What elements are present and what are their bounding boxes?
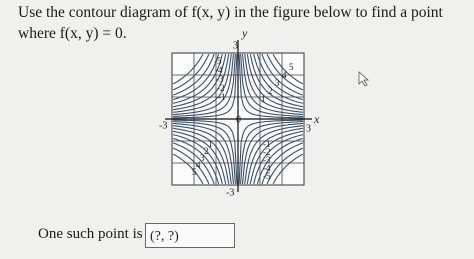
contour-label: -4 — [263, 163, 271, 173]
contour-label: 1 — [208, 139, 213, 149]
contour-line — [253, 53, 304, 104]
contour-line — [246, 54, 303, 111]
tick-label: -3 — [226, 187, 234, 198]
contour-line — [241, 54, 303, 116]
answer-input[interactable]: (?, ?) — [145, 223, 235, 248]
tick-label: 3 — [233, 40, 238, 51]
contour-line — [172, 53, 220, 101]
contour-line — [173, 122, 235, 184]
contour-label: 5 — [289, 62, 294, 72]
contour-label: -5 — [263, 171, 271, 181]
contour-label: 1 — [261, 94, 266, 104]
tick-label: 3 — [306, 123, 311, 134]
contour-line — [266, 53, 304, 91]
contour-line — [241, 122, 303, 184]
contour-label: -5 — [214, 56, 222, 66]
contour-label: 5 — [192, 167, 197, 177]
contour-label: 4 — [282, 70, 287, 80]
contour-line — [244, 125, 303, 184]
contour-label: -1 — [218, 92, 226, 102]
contour-line — [172, 137, 220, 185]
contour-line — [172, 142, 215, 185]
contour-label: 3 — [275, 78, 280, 88]
contour-line — [256, 137, 304, 185]
contour-line — [173, 54, 235, 116]
contour-line — [249, 130, 303, 185]
contour-line — [173, 54, 236, 117]
question-line: Use the contour diagram of f(x, y) in th… — [18, 4, 443, 21]
contour-line — [272, 53, 304, 85]
contour-label: 3 — [200, 153, 205, 163]
contour-line — [173, 53, 227, 108]
contour-line — [238, 54, 303, 119]
contour-label: 2 — [268, 86, 273, 96]
contour-line — [173, 125, 232, 184]
contour-label: -3 — [216, 74, 224, 84]
contour-line — [240, 54, 303, 117]
contour-line — [238, 119, 303, 184]
contour-label: -1 — [263, 139, 271, 149]
axis-label: x — [313, 112, 320, 126]
contour-line — [261, 142, 304, 185]
question-line: where f(x, y) = 0. — [18, 25, 127, 42]
contour-label: -2 — [263, 147, 271, 157]
contour-line — [266, 147, 304, 185]
contour-label: -4 — [215, 65, 223, 75]
contour-line — [172, 147, 210, 185]
contour-line — [173, 130, 227, 185]
contour-line — [173, 127, 230, 184]
contour-line — [172, 134, 223, 185]
contour-line — [172, 53, 210, 91]
contour-label: 2 — [204, 146, 209, 156]
contour-lines — [172, 53, 304, 185]
contour-line — [246, 127, 303, 184]
contour-line — [172, 53, 215, 96]
contour-label: -3 — [263, 155, 271, 165]
contour-line — [173, 54, 232, 113]
tick-label: 0 — [236, 114, 241, 125]
contour-line — [172, 53, 223, 104]
contour-line — [172, 153, 204, 185]
contour-line — [261, 53, 304, 96]
contour-line — [256, 53, 304, 101]
contour-line — [244, 54, 303, 113]
contour-line — [172, 53, 204, 85]
contour-line — [240, 121, 303, 184]
axis-label: y — [241, 26, 248, 40]
contour-label: -2 — [217, 83, 225, 93]
cursor — [358, 71, 370, 87]
contour-label: 4 — [196, 160, 201, 170]
contour-line — [173, 121, 236, 184]
contour-line — [173, 54, 238, 119]
tick-label: -3 — [159, 120, 167, 131]
contour-line — [249, 53, 303, 108]
contour-line — [173, 119, 238, 184]
contour-line — [253, 134, 304, 185]
contour-line — [173, 54, 230, 111]
contour-line — [272, 153, 304, 185]
answer-prompt: One such point is — [38, 226, 143, 242]
